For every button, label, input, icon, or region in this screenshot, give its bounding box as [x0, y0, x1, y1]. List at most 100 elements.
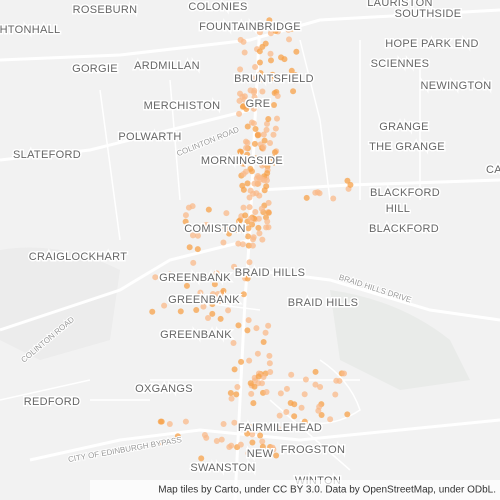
incident-dot [272, 28, 279, 35]
place-label: GRE [246, 98, 271, 110]
incident-dot [256, 29, 263, 36]
incident-dot [257, 432, 264, 439]
place-label: SCIENNES [371, 58, 430, 70]
incident-dot [259, 438, 266, 445]
incident-dot [263, 388, 270, 395]
incident-dot [260, 131, 267, 138]
incident-dot [231, 366, 238, 373]
incident-dot [255, 373, 262, 380]
incident-dot [243, 144, 250, 151]
incident-dot [258, 380, 265, 387]
incident-dot [263, 126, 270, 133]
place-label: FROGSTON [281, 444, 346, 456]
incident-dot [204, 315, 211, 322]
incident-dot [182, 418, 189, 425]
incident-dot [252, 156, 259, 163]
incident-dot [203, 221, 210, 228]
incident-dot [279, 72, 286, 79]
incident-dot [249, 242, 256, 249]
incident-dot [236, 218, 243, 225]
incident-dot [267, 57, 274, 64]
incident-dot [194, 232, 201, 239]
incident-dot [301, 418, 308, 425]
incident-dot [272, 125, 279, 132]
incident-dot [344, 411, 351, 418]
incident-dot [205, 206, 212, 213]
incident-dot [252, 209, 259, 216]
incident-dot [244, 275, 251, 282]
incident-dot [209, 301, 216, 308]
incident-dot [211, 281, 218, 288]
place-label: HILL [386, 203, 410, 215]
incident-dot [239, 160, 246, 167]
incident-dot [291, 413, 298, 420]
incident-dot [244, 327, 251, 334]
incident-dot [266, 17, 273, 24]
incident-dot [314, 189, 321, 196]
incident-dot [332, 391, 339, 398]
incident-dot [246, 259, 253, 266]
incident-dot [231, 263, 238, 270]
incident-dot [213, 438, 220, 445]
incident-dot [277, 390, 284, 397]
incident-dot [256, 48, 263, 55]
incident-dot [262, 329, 269, 336]
incident-dot [249, 75, 256, 82]
incident-dot [265, 199, 272, 206]
incident-dot [301, 391, 308, 398]
incident-dot [291, 21, 298, 28]
incident-dot [259, 236, 266, 243]
incident-dot [237, 226, 244, 233]
incident-dot [214, 291, 221, 298]
incident-dot [289, 25, 296, 32]
incident-dot [312, 381, 319, 388]
incident-dot [237, 66, 244, 73]
incident-dot [217, 315, 224, 322]
incident-dot [244, 151, 251, 158]
incident-dot [274, 115, 281, 122]
place-label: FAIRMILEHEAD [238, 422, 322, 434]
incident-dot [290, 88, 297, 95]
place-label: GREENBANK [160, 329, 232, 341]
place-label: GREENBANK [168, 294, 240, 306]
place-label: BRAID HILLS [235, 267, 306, 279]
incident-dot [336, 377, 343, 384]
incident-dot [248, 390, 255, 397]
incident-dot [276, 412, 283, 419]
incident-dot [262, 40, 269, 47]
incident-dot [226, 230, 233, 237]
place-label: POLWARTH [118, 131, 181, 143]
incident-dot [256, 230, 263, 237]
incident-dot [243, 106, 250, 113]
place-label: BLACKFORD [370, 187, 440, 199]
incident-dot [315, 407, 322, 414]
incident-dot [216, 297, 223, 304]
incident-dot [286, 36, 293, 43]
incident-dot [265, 322, 272, 329]
incident-dot [264, 218, 271, 225]
incident-dot [270, 131, 277, 138]
place-label: MORNINGSIDE [201, 155, 283, 167]
incident-dot [166, 271, 173, 278]
incident-dot [256, 192, 263, 199]
incident-dot [249, 439, 256, 446]
place-label: ARDMILLAN [134, 60, 200, 72]
incident-dot [197, 289, 204, 296]
incident-dot [255, 224, 262, 231]
incident-dot [238, 358, 245, 365]
incident-dot [210, 291, 217, 298]
incident-dot [283, 408, 290, 415]
incident-dot [186, 244, 193, 251]
place-label: HOPE PARK END [385, 38, 479, 50]
incident-dot [267, 50, 274, 57]
incident-dot [252, 100, 259, 107]
place-label: THE GRANGE [369, 141, 445, 153]
incident-dot [158, 418, 165, 425]
incident-dot [252, 125, 259, 132]
incident-dot [344, 177, 351, 184]
incident-dot [166, 420, 173, 427]
incident-dot [260, 374, 267, 381]
incident-dot [198, 455, 205, 462]
